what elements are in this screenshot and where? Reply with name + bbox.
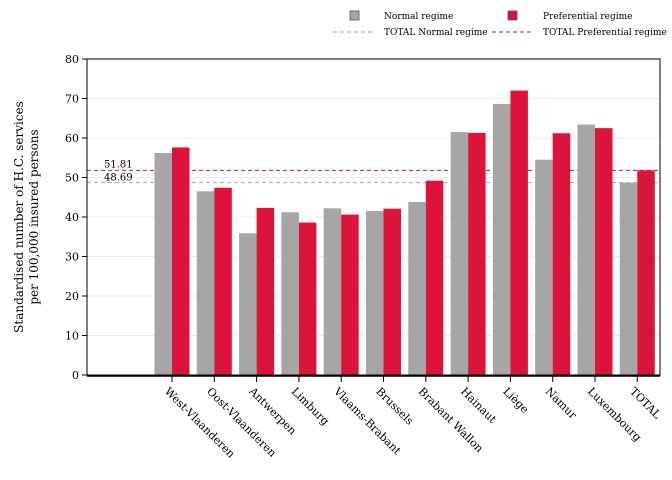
y-axis-title-line-1: Standardised number of H.C. services — [12, 101, 26, 333]
bar — [341, 214, 359, 375]
y-tick-label: 40 — [65, 211, 79, 224]
x-tick-label: Namur — [543, 385, 580, 422]
bar — [172, 147, 190, 375]
bar — [637, 170, 655, 375]
reference-line-label: 48.69 — [104, 173, 133, 184]
legend-label-total-normal: TOTAL Normal regime — [384, 28, 488, 38]
bar — [323, 208, 342, 375]
bar — [510, 90, 528, 375]
bar — [535, 159, 553, 375]
bar — [298, 222, 317, 375]
bar — [577, 124, 595, 375]
y-tick-label: 0 — [72, 369, 79, 382]
bar — [552, 133, 571, 375]
legend-swatch-preferential — [507, 10, 518, 21]
bar — [595, 128, 613, 375]
y-axis-ticks: 0 10 20 30 40 50 60 70 80 — [65, 53, 87, 382]
bar — [214, 187, 232, 375]
legend: Normal regime Preferential regime TOTAL … — [333, 10, 667, 38]
y-tick-label: 50 — [65, 172, 79, 185]
x-tick-label: West-Vlaanderen — [162, 385, 238, 461]
bar — [450, 132, 469, 375]
bar — [154, 153, 172, 375]
bar — [383, 208, 401, 375]
bar — [408, 201, 426, 375]
bar — [239, 233, 257, 375]
legend-swatch-normal — [349, 10, 360, 21]
x-tick-label: TOTAL — [627, 385, 664, 422]
legend-label-preferential: Preferential regime — [543, 12, 633, 22]
x-tick-label: Brussels — [373, 385, 416, 428]
y-tick-label: 70 — [65, 93, 79, 106]
y-axis-title: Standardised number of H.C. services per… — [12, 101, 41, 333]
bar — [281, 212, 299, 375]
bar — [366, 211, 384, 375]
bar — [619, 182, 638, 375]
x-tick-label: Limburg — [289, 385, 332, 428]
bars — [154, 90, 655, 375]
bar — [468, 132, 486, 375]
y-tick-label: 10 — [65, 330, 79, 343]
y-tick-label: 30 — [65, 251, 79, 264]
x-tick-label: Hainaut — [458, 385, 499, 426]
bar — [196, 191, 215, 375]
y-tick-label: 20 — [65, 290, 79, 303]
legend-label-total-preferential: TOTAL Preferential regime — [543, 28, 667, 38]
bar — [492, 104, 511, 375]
y-tick-label: 60 — [65, 132, 79, 145]
bar — [256, 207, 275, 375]
legend-label-normal: Normal regime — [384, 12, 453, 22]
reference-line-label: 51.81 — [104, 159, 133, 170]
y-tick-label: 80 — [65, 53, 79, 66]
x-axis-ticks: West-VlaanderenOost-VlaanderenAntwerpenL… — [162, 376, 664, 461]
x-tick-label: Liège — [500, 385, 531, 416]
y-axis-title-line-2: per 100,000 insured persons — [27, 129, 41, 304]
bar — [425, 180, 444, 375]
